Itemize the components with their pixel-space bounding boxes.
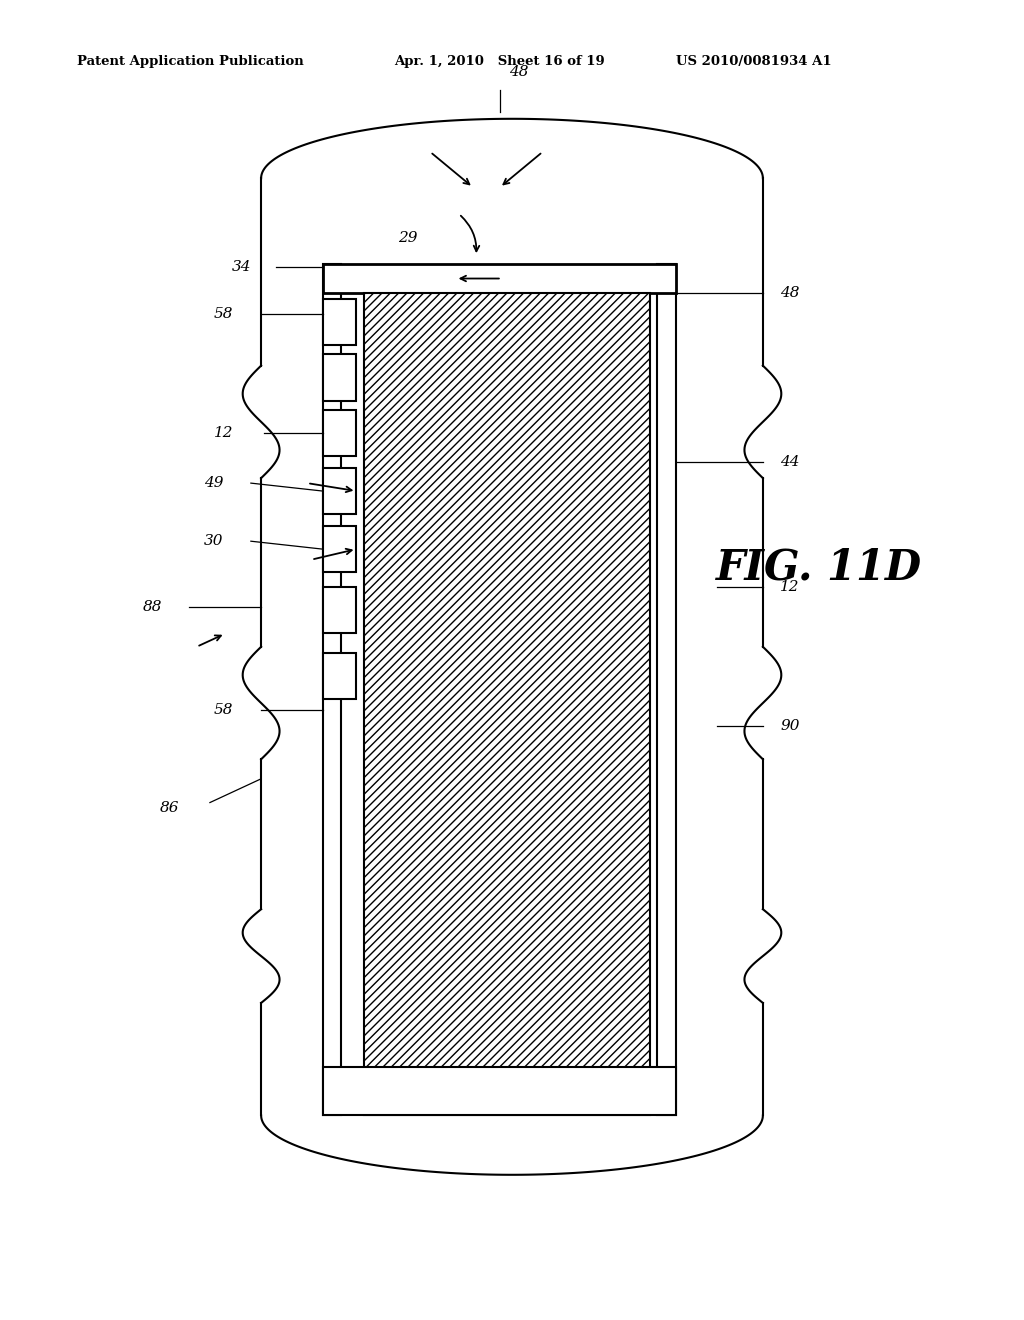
Bar	[323, 264, 676, 293]
Text: 90: 90	[780, 719, 800, 733]
Text: 12: 12	[214, 426, 233, 440]
Text: 34: 34	[231, 260, 251, 273]
Text: 44: 44	[780, 455, 800, 469]
Text: 48: 48	[509, 65, 528, 79]
Text: 86: 86	[160, 801, 179, 814]
Bar	[323, 586, 356, 632]
Text: Patent Application Publication: Patent Application Publication	[77, 55, 303, 69]
Text: 58: 58	[214, 308, 233, 321]
Text: FIG. 11D: FIG. 11D	[716, 546, 923, 589]
Text: Apr. 1, 2010   Sheet 16 of 19: Apr. 1, 2010 Sheet 16 of 19	[394, 55, 605, 69]
Bar	[323, 525, 356, 573]
Text: 30: 30	[204, 535, 223, 548]
Bar	[364, 293, 650, 1115]
Bar	[323, 467, 356, 513]
Text: US 2010/0081934 A1: US 2010/0081934 A1	[676, 55, 831, 69]
Text: 12: 12	[780, 581, 800, 594]
Bar	[323, 1067, 676, 1115]
Bar	[323, 354, 356, 401]
Text: 58: 58	[214, 704, 233, 717]
Text: 29: 29	[398, 231, 418, 244]
Bar	[657, 264, 676, 1115]
Text: 88: 88	[142, 601, 162, 614]
Bar	[323, 264, 341, 1115]
Bar	[323, 298, 356, 345]
Text: 49: 49	[204, 477, 223, 490]
Text: 48: 48	[780, 286, 800, 300]
Bar	[323, 653, 356, 700]
Bar	[323, 409, 356, 455]
